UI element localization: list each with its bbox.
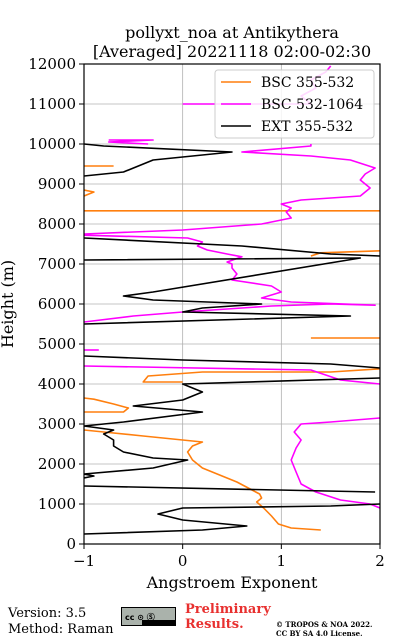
y-axis-label: Height (m) <box>0 260 17 348</box>
y-tick-label: 1000 <box>38 495 76 513</box>
y-tick-label: 3000 <box>38 415 76 433</box>
chart-title-line1: pollyxt_noa at Antikythera <box>125 23 339 42</box>
series-line-bsc-355-532 <box>142 368 380 383</box>
chart-title-line2: [Averaged] 20221118 02:00-02:30 <box>93 42 371 61</box>
series-line-ext-355-532 <box>84 503 380 535</box>
y-tick-label: 7000 <box>38 255 76 273</box>
series-layer <box>84 65 380 535</box>
preliminary-line1: Preliminary <box>185 602 271 617</box>
y-tick-label: 5000 <box>38 335 76 353</box>
y-tick-label: 0 <box>66 535 76 553</box>
x-tick-label: 1 <box>277 552 287 570</box>
chart: pollyxt_noa at Antikythera [Averaged] 20… <box>0 23 385 592</box>
series-line-bsc-532-1064 <box>84 365 380 385</box>
series-line-ext-355-532 <box>84 377 380 479</box>
preliminary-line2: Results. <box>185 617 244 632</box>
copyright-line1: © TROPOS & NOA 2022. <box>276 620 373 629</box>
y-tick-label: 12000 <box>28 55 76 73</box>
cc-badge-text: cc ⊙ Ⓢ <box>125 613 155 622</box>
legend-label-ext-355-532: EXT 355-532 <box>261 119 353 135</box>
series-line-ext-355-532 <box>84 257 362 325</box>
series-bsc-355-532 <box>84 165 380 531</box>
cc-badge-strip <box>142 620 175 625</box>
legend-box <box>214 69 375 139</box>
series-line-ext-355-532 <box>84 485 376 493</box>
y-tick-label: 11000 <box>28 95 76 113</box>
version-text: Version: 3.5 <box>8 606 87 621</box>
series-line-ext-355-532 <box>84 237 380 257</box>
series-line-ext-355-532 <box>84 143 233 177</box>
series-line-bsc-532-1064 <box>84 234 376 323</box>
series-line-bsc-355-532 <box>84 189 95 197</box>
series-line-ext-355-532 <box>84 355 380 369</box>
series-line-bsc-355-532 <box>84 397 130 413</box>
y-tick-label: 6000 <box>38 295 76 313</box>
cc-license-badge: cc ⊙ Ⓢ <box>121 607 176 626</box>
y-tick-label: 4000 <box>38 375 76 393</box>
x-axis-label: Angstroem Exponent <box>146 573 318 592</box>
footer-info: Version: 3.5 Method: Raman <box>8 606 114 638</box>
ticks: 0 1000 2000 3000 4000 5000 6000 7000 8000 9000 100… <box>28 55 384 570</box>
legend-label-bsc-355-532: BSC 355-532 <box>261 75 354 91</box>
copyright-line2: CC BY SA 4.0 License. <box>276 629 363 638</box>
series-ext-355-532 <box>84 143 380 535</box>
x-tick-label: −1 <box>73 552 95 570</box>
y-tick-label: 2000 <box>38 455 76 473</box>
legend: BSC 355-532 BSC 532-1064 EXT 355-532 <box>214 69 375 139</box>
copyright-notice: © TROPOS & NOA 2022. CC BY SA 4.0 Licens… <box>276 620 372 638</box>
method-text: Method: Raman <box>8 622 114 637</box>
y-tick-label: 10000 <box>28 135 76 153</box>
series-line-bsc-532-1064 <box>290 417 380 509</box>
y-tick-label: 8000 <box>38 215 76 233</box>
legend-label-bsc-532-1064: BSC 532-1064 <box>261 97 363 113</box>
preliminary-notice: Preliminary Results. <box>185 602 271 632</box>
x-tick-label: 2 <box>375 552 385 570</box>
series-line-bsc-355-532 <box>84 429 321 531</box>
series-bsc-532-1064 <box>84 65 380 509</box>
series-line-bsc-532-1064 <box>107 139 154 145</box>
y-tick-label: 9000 <box>38 175 76 193</box>
x-tick-label: 0 <box>178 552 188 570</box>
series-line-bsc-532-1064 <box>84 144 376 235</box>
